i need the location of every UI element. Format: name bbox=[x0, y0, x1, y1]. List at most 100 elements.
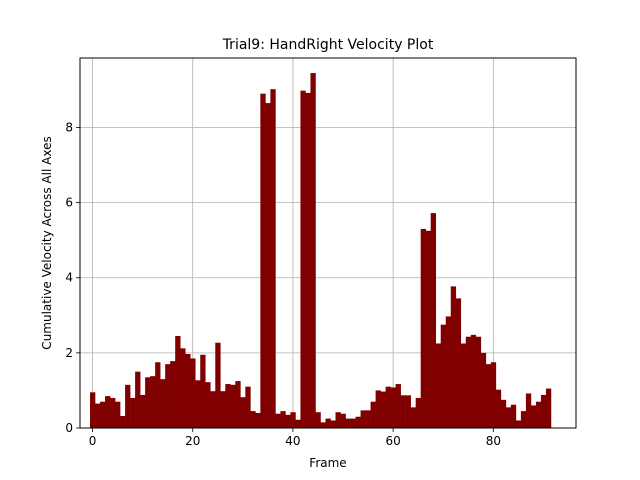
y-tick-label: 8 bbox=[65, 120, 73, 134]
bar bbox=[500, 399, 507, 428]
bar bbox=[280, 411, 286, 428]
bar bbox=[230, 384, 236, 428]
bar bbox=[130, 397, 136, 428]
y-tick-label: 4 bbox=[65, 271, 73, 285]
plot-area-background bbox=[80, 58, 576, 428]
bar bbox=[320, 422, 326, 428]
bar bbox=[340, 413, 346, 428]
y-tick-label: 0 bbox=[65, 421, 73, 435]
plot-frame bbox=[79, 57, 577, 429]
bar bbox=[540, 394, 547, 428]
bar bbox=[150, 376, 156, 428]
bar bbox=[205, 382, 211, 428]
x-tick-label: 0 bbox=[89, 434, 97, 448]
bar bbox=[235, 381, 241, 428]
bar bbox=[225, 384, 231, 428]
y-tick-label: 2 bbox=[65, 346, 73, 360]
bar bbox=[330, 420, 336, 428]
bar bbox=[95, 403, 101, 428]
bar bbox=[275, 413, 281, 428]
bar bbox=[440, 324, 447, 428]
bar bbox=[215, 342, 221, 428]
bar bbox=[115, 401, 121, 428]
bar bbox=[345, 418, 351, 428]
bar bbox=[110, 397, 116, 428]
bar bbox=[295, 419, 301, 428]
bar bbox=[165, 364, 171, 428]
bar bbox=[380, 391, 386, 428]
bar bbox=[140, 394, 146, 428]
bar bbox=[390, 387, 396, 428]
bar bbox=[120, 415, 126, 428]
bar bbox=[355, 416, 361, 428]
bar bbox=[180, 348, 186, 428]
bar bbox=[240, 397, 246, 428]
bar bbox=[250, 411, 256, 428]
bar bbox=[375, 390, 381, 428]
bar bbox=[415, 397, 421, 428]
bar bbox=[485, 364, 492, 428]
bar bbox=[170, 361, 176, 428]
bar bbox=[365, 410, 371, 428]
bar bbox=[470, 334, 477, 428]
bar bbox=[265, 103, 271, 428]
bar bbox=[125, 384, 131, 428]
bar bbox=[335, 412, 341, 428]
bar bbox=[410, 407, 416, 428]
x-tick-label: 80 bbox=[486, 434, 501, 448]
bar bbox=[350, 418, 356, 428]
bar bbox=[395, 384, 401, 428]
bar bbox=[305, 92, 311, 428]
bar bbox=[135, 371, 141, 428]
bar bbox=[465, 336, 472, 428]
bar bbox=[450, 286, 457, 428]
bar bbox=[510, 404, 517, 428]
bar bbox=[285, 414, 291, 428]
bar bbox=[475, 336, 482, 428]
bar bbox=[505, 407, 512, 428]
axis-ticks: 0 20 40 60 80 0 2 4 6 8 bbox=[65, 120, 501, 448]
y-tick-label: 6 bbox=[65, 196, 73, 210]
bar bbox=[520, 411, 527, 428]
bar bbox=[90, 392, 96, 428]
bar bbox=[255, 412, 261, 428]
bar bbox=[260, 93, 266, 429]
bar bbox=[155, 362, 161, 428]
bar bbox=[315, 412, 321, 428]
bar bbox=[420, 228, 426, 428]
bar bbox=[360, 410, 366, 428]
bar bbox=[530, 405, 537, 428]
x-tick-label: 40 bbox=[285, 434, 300, 448]
bar bbox=[195, 380, 201, 428]
bar bbox=[385, 386, 391, 428]
bars bbox=[90, 73, 552, 429]
bar bbox=[160, 379, 166, 428]
bar bbox=[480, 352, 487, 428]
bar bbox=[490, 362, 497, 428]
bar bbox=[405, 395, 411, 428]
bar bbox=[290, 412, 296, 428]
bar bbox=[445, 316, 452, 428]
chart-title: Trial9: HandRight Velocity Plot bbox=[222, 37, 434, 53]
bar bbox=[455, 298, 462, 428]
bar bbox=[175, 335, 181, 428]
bar bbox=[310, 73, 316, 428]
bar bbox=[435, 343, 442, 428]
bar bbox=[495, 389, 502, 428]
bar bbox=[325, 418, 331, 428]
bar bbox=[300, 90, 306, 428]
bar bbox=[370, 401, 376, 428]
bar bbox=[430, 213, 437, 428]
bar bbox=[200, 354, 206, 428]
bar bbox=[400, 395, 406, 428]
bar bbox=[210, 391, 216, 428]
bar bbox=[525, 393, 532, 428]
bar bbox=[515, 420, 522, 428]
bar bbox=[105, 396, 111, 428]
bar bbox=[270, 89, 276, 428]
bar bbox=[245, 386, 251, 428]
bar bbox=[460, 343, 467, 428]
x-tick-label: 60 bbox=[385, 434, 400, 448]
bar bbox=[185, 354, 191, 428]
